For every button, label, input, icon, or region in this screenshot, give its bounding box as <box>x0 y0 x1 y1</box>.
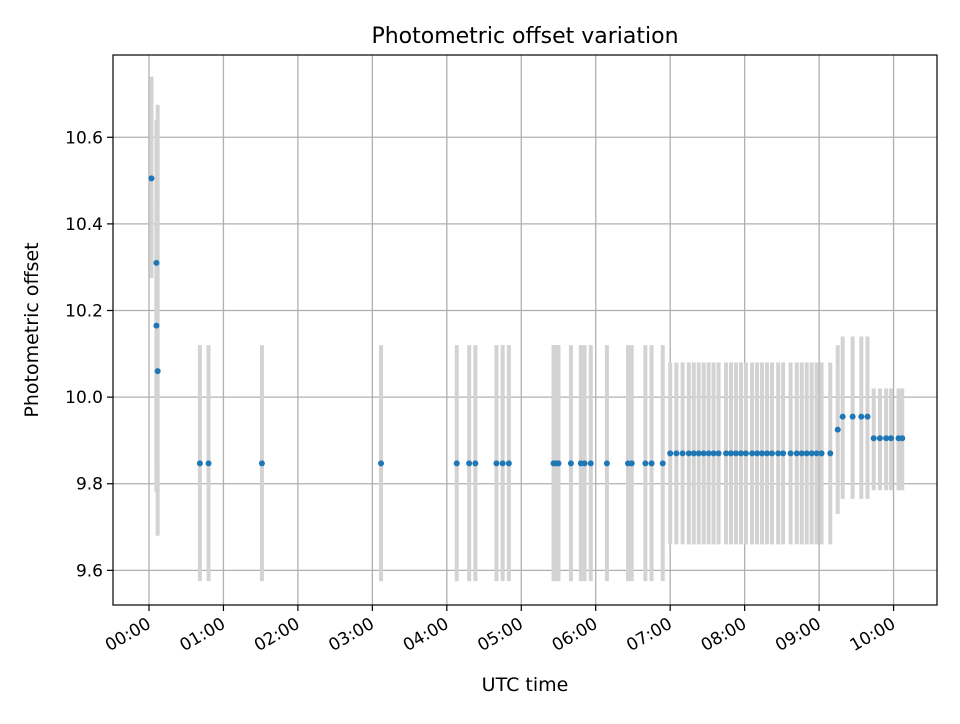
data-point <box>870 435 877 442</box>
data-point <box>888 435 895 442</box>
x-tick-label: 03:00 <box>325 614 377 656</box>
data-point <box>715 450 722 457</box>
data-point <box>858 413 865 420</box>
x-axis-label: UTC time <box>482 674 569 696</box>
data-point <box>690 450 697 457</box>
data-point <box>493 460 500 467</box>
x-tick-label: 02:00 <box>251 614 303 656</box>
data-point <box>763 450 770 457</box>
data-point <box>808 450 815 457</box>
data-point <box>581 460 588 467</box>
x-tick-label: 01:00 <box>177 614 229 656</box>
y-tick-label: 9.6 <box>76 561 103 581</box>
y-tick-label: 10.4 <box>65 215 103 235</box>
data-point <box>899 435 906 442</box>
y-tick-label: 10.6 <box>65 128 103 148</box>
data-point <box>827 450 834 457</box>
x-tick-label: 04:00 <box>400 614 452 656</box>
plot-area-frame <box>112 54 938 606</box>
data-point <box>883 435 890 442</box>
data-point <box>728 450 734 457</box>
data-point <box>499 460 506 467</box>
data-point <box>780 450 787 457</box>
data-point <box>818 450 825 457</box>
data-point <box>775 450 782 457</box>
data-point <box>849 413 856 420</box>
data-point <box>466 460 473 467</box>
data-point <box>768 450 775 457</box>
data-point <box>628 460 635 467</box>
y-tick-label: 10.2 <box>65 302 103 322</box>
x-tick-label: 10:00 <box>847 614 899 656</box>
data-point <box>876 435 883 442</box>
data-point <box>742 450 749 457</box>
data-point <box>555 460 562 467</box>
x-tick-label: 07:00 <box>623 614 675 656</box>
data-point <box>732 450 739 457</box>
y-axis-label: Photometric offset <box>21 242 43 417</box>
data-point <box>567 460 574 467</box>
data-point <box>749 450 756 457</box>
data-point <box>834 426 841 433</box>
errorbar-layer <box>149 76 905 582</box>
data-point <box>723 450 730 457</box>
data-point <box>685 450 692 457</box>
data-point <box>154 368 161 375</box>
data-point <box>603 460 610 467</box>
data-point <box>148 175 155 182</box>
data-point <box>505 460 512 467</box>
data-point <box>787 450 794 457</box>
y-tick-label: 9.8 <box>76 475 103 495</box>
x-tick-label: 05:00 <box>474 614 526 656</box>
data-point <box>793 450 800 457</box>
data-point <box>378 460 385 467</box>
x-tick-label: 00:00 <box>102 614 154 656</box>
data-point <box>700 450 707 457</box>
x-tick-label: 09:00 <box>772 614 824 656</box>
data-point <box>695 450 702 457</box>
data-point <box>648 460 655 467</box>
point-layer <box>148 175 906 467</box>
data-point <box>813 450 820 457</box>
data-point <box>667 450 674 457</box>
data-point <box>472 460 479 467</box>
data-point <box>153 259 160 266</box>
x-tick-label: 06:00 <box>549 614 601 656</box>
x-axis-ticks: 00:00 01:00 02:00 03:00 04:00 05:00 06:00 07:00… <box>102 605 899 656</box>
data-point <box>679 450 686 457</box>
data-point <box>196 460 203 467</box>
y-axis-ticks: 9.6 9.8 10.0 10.2 10.4 10.6 <box>65 128 113 581</box>
data-point <box>673 450 680 457</box>
data-point <box>710 450 717 457</box>
data-point <box>798 450 805 457</box>
data-point <box>864 413 871 420</box>
data-point <box>258 460 265 467</box>
data-point <box>587 460 594 467</box>
data-point <box>737 450 744 457</box>
data-point <box>839 413 846 420</box>
data-point <box>153 322 160 329</box>
data-point <box>659 460 666 467</box>
grid-layer <box>113 55 937 605</box>
data-point <box>759 450 766 457</box>
y-tick-label: 10.0 <box>65 388 103 408</box>
data-point <box>642 460 649 467</box>
data-point <box>453 460 460 467</box>
data-point <box>754 450 761 457</box>
chart-title: Photometric offset variation <box>371 24 678 49</box>
x-tick-label: 08:00 <box>698 614 750 656</box>
data-point <box>705 450 712 457</box>
data-point <box>803 450 810 457</box>
data-point <box>205 460 212 467</box>
